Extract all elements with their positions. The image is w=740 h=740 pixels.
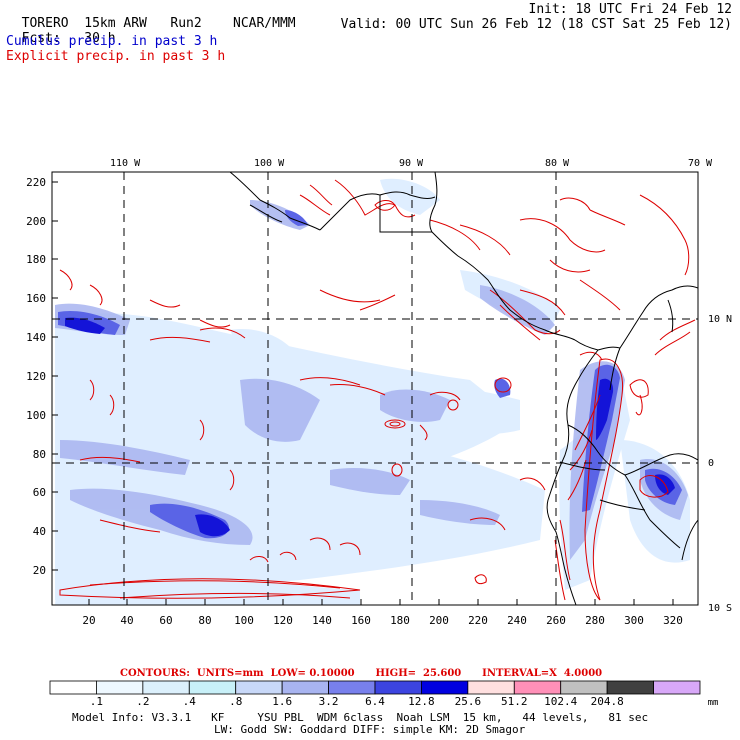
fcst-value: 30 h	[84, 31, 116, 46]
map-frame	[51, 171, 699, 606]
x-tick-label: 220	[468, 614, 488, 627]
colorbar-swatch	[49, 680, 97, 695]
colorbar-swatch	[606, 680, 654, 695]
forecast-hour: Fcst: 30 h	[6, 18, 116, 46]
explicit-label: Explicit precip. in past 3 h	[6, 49, 226, 64]
colorbar-swatch	[328, 680, 376, 695]
lon-label-100w: 100 W	[254, 158, 285, 169]
explicit-precip-contours	[59, 179, 696, 601]
colorbar-swatch	[374, 680, 422, 695]
y-tick-label: 220	[26, 176, 46, 189]
x-tick-label: 20	[82, 614, 95, 627]
valid-time: Valid: 00 UTC Sun 26 Feb 12 (18 CST Sat …	[340, 17, 732, 32]
y-tick-label: 140	[26, 331, 46, 344]
contour-info: CONTOURS: UNITS=mm LOW= 0.10000 HIGH= 25…	[120, 668, 603, 679]
lat-lon-grid	[52, 172, 698, 605]
x-tick-label: 280	[585, 614, 605, 627]
y-tick-label: 120	[26, 370, 46, 383]
y-tick-label: 80	[33, 448, 46, 461]
x-tick-label: 160	[351, 614, 371, 627]
init-time: Init: 18 UTC Fri 24 Feb 12	[528, 2, 733, 17]
model-info: Model Info: V3.3.1 KF YSU PBL WDM 6class…	[72, 711, 649, 724]
physics-info: LW: Godd SW: Goddard DIFF: simple KM: 2D…	[214, 723, 526, 736]
colorbar-swatch	[653, 680, 701, 695]
x-tick-label: 260	[546, 614, 566, 627]
x-tick-label: 60	[159, 614, 172, 627]
y-tick-label: 200	[26, 215, 46, 228]
fcst-label: Fcst:	[21, 31, 61, 46]
colorbar-swatch	[96, 680, 144, 695]
colorbar-label: .4	[183, 695, 197, 708]
colorbar-swatch	[281, 680, 329, 695]
colorbar-swatch	[188, 680, 237, 695]
run-label: Run2	[170, 16, 202, 31]
y-tick-label: 160	[26, 292, 46, 305]
colorbar-label: 12.8	[408, 695, 435, 708]
x-tick-label: 80	[198, 614, 211, 627]
precip-max-shading	[65, 317, 675, 537]
colorbar-swatch	[467, 680, 515, 695]
lon-label-80w: 80 W	[545, 158, 570, 169]
colorbar-swatch	[560, 680, 608, 695]
colorbar-swatch	[142, 680, 190, 695]
x-tick-label: 180	[390, 614, 410, 627]
lon-label-90w: 90 W	[399, 158, 424, 169]
colorbar: .1 .2 .4 .8 1.6 3.2 6.4 12.8 25.6 51.2 102.4 204.8 m…	[49, 680, 719, 708]
model-title: TORERO 15km ARW Run2 NCAR/MMM	[6, 3, 296, 31]
colorbar-label: 25.6	[455, 695, 482, 708]
model-name: TORERO 15km ARW	[21, 16, 147, 31]
x-tick-label: 140	[312, 614, 332, 627]
x-tick-label: 120	[273, 614, 293, 627]
colorbar-label: 51.2	[501, 695, 528, 708]
y-tick-label: 40	[33, 525, 46, 538]
colorbar-label: 3.2	[319, 695, 339, 708]
cumulus-label: Cumulus precip. in past 3 h	[6, 34, 218, 49]
center-label: NCAR/MMM	[233, 16, 296, 31]
lat-label-10s: 10 S	[708, 603, 732, 614]
y-axis-labels: 220 200 180 160 140 120 100 80 60 40 20	[26, 176, 46, 577]
colorbar-label: 102.4	[544, 695, 577, 708]
lat-label-0: 0	[708, 458, 714, 469]
colorbar-label: .1	[90, 695, 103, 708]
colorbar-label: .2	[136, 695, 149, 708]
colorbar-label: 6.4	[365, 695, 385, 708]
lon-label-110w: 110 W	[110, 158, 141, 169]
lat-label-10n: 10 N	[708, 314, 732, 325]
x-tick-label: 300	[624, 614, 644, 627]
y-tick-label: 100	[26, 409, 46, 422]
colorbar-swatch	[235, 680, 283, 695]
y-tick-label: 60	[33, 486, 46, 499]
x-tick-label: 100	[234, 614, 254, 627]
x-tick-label: 40	[120, 614, 133, 627]
x-tick-label: 320	[663, 614, 683, 627]
y-tick-label: 20	[33, 564, 46, 577]
map-field	[52, 172, 698, 605]
x-tick-label: 240	[507, 614, 527, 627]
coastlines	[229, 172, 698, 605]
colorbar-label: 204.8	[591, 695, 624, 708]
colorbar-label: 1.6	[272, 695, 292, 708]
colorbar-swatch	[513, 680, 562, 695]
axis-ticks	[52, 181, 674, 605]
colorbar-swatch	[421, 680, 469, 695]
lon-label-70w: 70 W	[688, 158, 713, 169]
x-tick-label: 200	[429, 614, 449, 627]
colorbar-unit: mm	[708, 698, 719, 708]
y-tick-label: 180	[26, 253, 46, 266]
colorbar-label: .8	[229, 695, 242, 708]
x-axis-labels: 20 40 60 80 100 120 140 160 180 200 220 …	[82, 614, 683, 627]
